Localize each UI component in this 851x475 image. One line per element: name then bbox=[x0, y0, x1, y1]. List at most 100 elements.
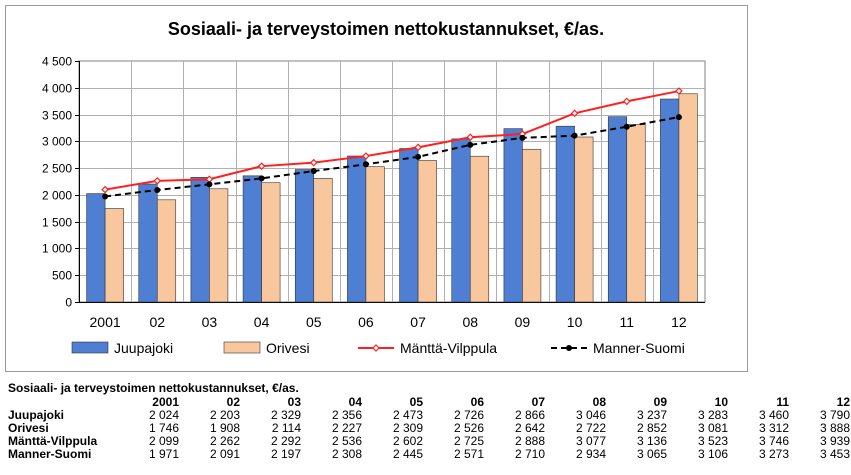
bar-juupajoki bbox=[190, 176, 210, 303]
table-cell: 2 571 bbox=[453, 447, 484, 461]
table-cell: 2 726 bbox=[453, 408, 484, 422]
table-header-cell: 06 bbox=[470, 395, 484, 409]
table-header-cell: 02 bbox=[226, 395, 240, 409]
table-header-cell: 10 bbox=[714, 395, 728, 409]
x-tick-label: 07 bbox=[410, 314, 426, 330]
bar-orivesi bbox=[156, 199, 177, 303]
table-cell: 3 106 bbox=[697, 447, 728, 461]
table-cell: 3 790 bbox=[819, 408, 850, 422]
table-cell: 2 710 bbox=[514, 447, 545, 461]
table-cell: 2 114 bbox=[271, 421, 301, 435]
table-cell: 1 971 bbox=[148, 447, 179, 461]
table-header-cell: 11 bbox=[776, 395, 789, 409]
point-m-ntt-vilppula bbox=[309, 158, 318, 167]
y-tick-label: 2 500 bbox=[42, 162, 72, 176]
table-cell: 2 642 bbox=[514, 421, 545, 435]
bar-orivesi bbox=[261, 182, 281, 303]
point-manner-suomi bbox=[623, 123, 630, 130]
table-cell: 2 099 bbox=[148, 434, 179, 448]
bar-orivesi bbox=[313, 178, 333, 303]
table-cell: 3 046 bbox=[575, 408, 606, 422]
point-manner-suomi bbox=[571, 132, 578, 139]
y-tick-label: 3 000 bbox=[42, 135, 72, 149]
table-cell: 2 024 bbox=[148, 408, 179, 422]
bar-juupajoki bbox=[451, 138, 471, 303]
table-row: Mänttä-Vilppula 2 099 2 262 2 292 2 536 2 602… bbox=[8, 435, 850, 448]
y-tick-label: 2 000 bbox=[42, 189, 72, 203]
bar-orivesi bbox=[104, 208, 124, 303]
lines bbox=[101, 87, 683, 200]
y-tick-label: 4 000 bbox=[42, 82, 72, 96]
point-manner-suomi bbox=[675, 114, 682, 121]
point-m-ntt-vilppula bbox=[466, 133, 475, 142]
bar-juupajoki bbox=[660, 98, 680, 303]
point-manner-suomi bbox=[519, 134, 526, 141]
table-cell: 3 273 bbox=[758, 447, 789, 461]
chart-svg: Sosiaali- ja terveystoimen nettokustannu… bbox=[42, 19, 706, 356]
table-cell: 3 081 bbox=[697, 421, 728, 435]
table-cell: 3 523 bbox=[697, 434, 728, 448]
table-cell: 3 077 bbox=[575, 434, 606, 448]
table-row-label: Mänttä-Vilppula bbox=[8, 434, 98, 448]
table-cell: 2 888 bbox=[514, 434, 545, 448]
bar-orivesi bbox=[417, 160, 437, 303]
bar-juupajoki bbox=[555, 125, 575, 303]
x-tick-label: 03 bbox=[202, 314, 218, 330]
x-tick-label: 2001 bbox=[90, 314, 121, 330]
table-header-cell: 09 bbox=[653, 395, 667, 409]
table-cell: 3 939 bbox=[819, 434, 850, 448]
x-tick-label: 10 bbox=[567, 314, 583, 330]
x-tick-label: 02 bbox=[149, 314, 165, 330]
legend-marker-m-ntt-vilppula bbox=[372, 344, 380, 352]
table-cell: 2 262 bbox=[209, 434, 240, 448]
table-cell: 3 746 bbox=[758, 434, 789, 448]
x-tick-label: 06 bbox=[358, 314, 374, 330]
data-table: 2001 02 03 04 05 06 07 08 09 10 11 12 Juupajoki 2 02… bbox=[8, 396, 850, 461]
bar-juupajoki bbox=[294, 169, 315, 303]
bar-juupajoki bbox=[138, 183, 158, 303]
y-tick-label: 1 000 bbox=[42, 242, 72, 256]
table-cell: 3 065 bbox=[636, 447, 667, 461]
table-cell: 2 866 bbox=[514, 408, 545, 422]
point-m-ntt-vilppula bbox=[362, 152, 370, 160]
point-m-ntt-vilppula bbox=[570, 109, 579, 118]
table-header-cell: 03 bbox=[287, 395, 301, 409]
table-cell: 3 283 bbox=[697, 408, 728, 422]
point-manner-suomi bbox=[310, 168, 317, 175]
legend-marker-manner-suomi bbox=[566, 345, 572, 351]
bar-orivesi bbox=[469, 155, 490, 303]
table-cell: 3 453 bbox=[819, 447, 850, 461]
point-manner-suomi bbox=[102, 193, 109, 200]
bar-juupajoki bbox=[242, 175, 262, 303]
y-tick-label: 3 500 bbox=[42, 109, 72, 123]
table-cell: 2 197 bbox=[270, 447, 301, 461]
table-row: Manner-Suomi 1 971 2 091 2 197 2 308 2 445 2 5… bbox=[8, 448, 850, 461]
point-manner-suomi bbox=[467, 141, 474, 148]
bar-orivesi bbox=[678, 93, 698, 303]
point-manner-suomi bbox=[206, 181, 213, 188]
table-header-cell: 04 bbox=[348, 395, 362, 409]
table-cell: 2 473 bbox=[392, 408, 423, 422]
table-cell: 2 227 bbox=[331, 421, 362, 435]
table-cell: 2 356 bbox=[331, 408, 362, 422]
x-tick-label: 09 bbox=[515, 314, 531, 330]
table-cell: 2 292 bbox=[270, 434, 301, 448]
y-tick-label: 500 bbox=[52, 269, 72, 283]
point-manner-suomi bbox=[258, 175, 265, 182]
bar-juupajoki bbox=[347, 155, 367, 303]
x-axis-ticks: 2001 02 03 04 05 06 07 08 09 10 11 12 bbox=[90, 314, 687, 330]
table-cell: 3 460 bbox=[758, 408, 789, 422]
bar-juupajoki bbox=[399, 148, 419, 303]
x-tick-label: 05 bbox=[306, 314, 322, 330]
x-tick-label: 08 bbox=[462, 314, 478, 330]
y-tick-label: 4 500 bbox=[42, 55, 72, 69]
table-row-label: Manner-Suomi bbox=[8, 447, 92, 461]
bar-orivesi bbox=[209, 188, 229, 303]
table-cell: 2 602 bbox=[392, 434, 423, 448]
point-m-ntt-vilppula bbox=[622, 97, 631, 106]
table-header-cell: 08 bbox=[592, 395, 606, 409]
table-cell: 1 746 bbox=[148, 421, 179, 435]
point-manner-suomi bbox=[362, 161, 369, 168]
table-cell: 3 888 bbox=[819, 421, 850, 435]
bar-juupajoki bbox=[503, 128, 523, 303]
